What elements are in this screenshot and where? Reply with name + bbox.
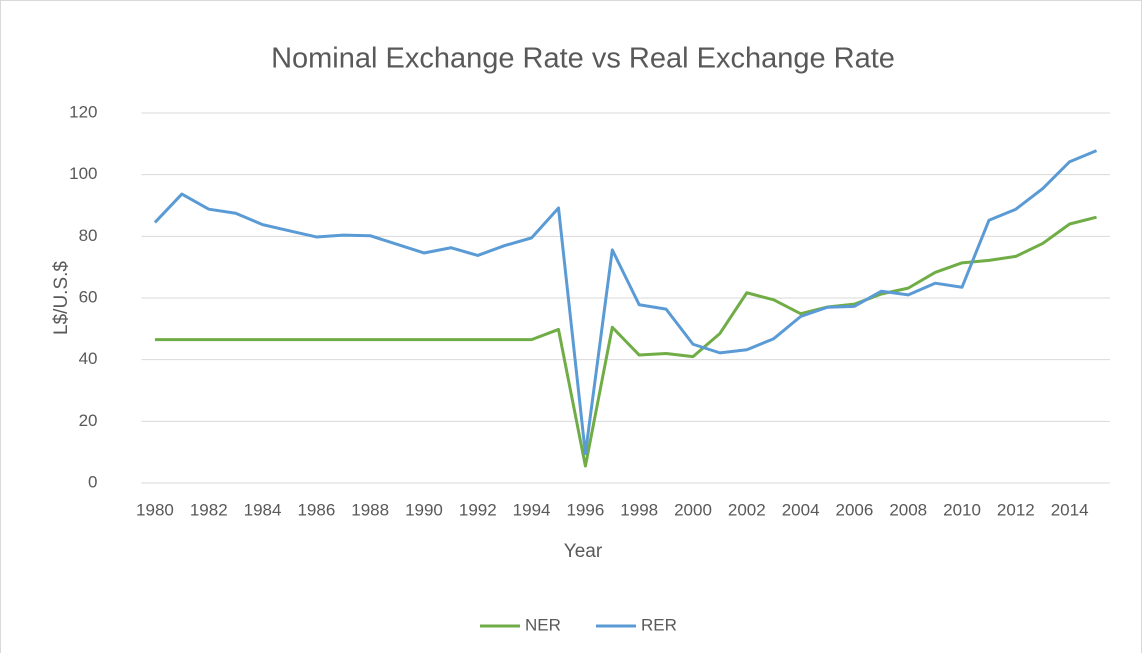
x-tick-label: 1992 — [459, 500, 497, 519]
x-tick-label: 1998 — [620, 500, 658, 519]
x-axis-title: Year — [564, 541, 603, 562]
series-line — [153, 149, 1098, 456]
series-line — [154, 215, 1097, 468]
y-tick-label: 60 — [79, 287, 98, 306]
y-tick-label: 0 — [88, 472, 97, 491]
x-tick-label: 1988 — [351, 500, 389, 519]
x-tick-label: 2006 — [836, 500, 874, 519]
x-tick-label: 2008 — [889, 500, 927, 519]
x-tick-label: 2012 — [997, 500, 1035, 519]
legend-label: NER — [525, 615, 561, 634]
x-tick-label: 1996 — [566, 500, 604, 519]
x-tick-label: 2010 — [943, 500, 981, 519]
y-axis-title: L$/U.S.$ — [51, 261, 72, 335]
x-tick-label: 2014 — [1051, 500, 1089, 519]
x-tick-label: 1994 — [513, 500, 551, 519]
y-tick-label: 40 — [79, 349, 98, 368]
y-tick-label: 100 — [69, 164, 97, 183]
x-tick-label: 1986 — [297, 500, 335, 519]
x-tick-label: 1980 — [136, 500, 174, 519]
chart-title: Nominal Exchange Rate vs Real Exchange R… — [271, 43, 895, 75]
x-tick-label: 2000 — [674, 500, 712, 519]
y-tick-label: 20 — [79, 411, 98, 430]
legend-label: RER — [641, 615, 677, 634]
x-tick-label: 2002 — [728, 500, 766, 519]
y-tick-label: 120 — [69, 102, 97, 121]
x-tick-label: 1990 — [405, 500, 443, 519]
x-tick-label: 2004 — [782, 500, 820, 519]
x-tick-label: 1982 — [190, 500, 228, 519]
x-tick-label: 1984 — [244, 500, 282, 519]
y-tick-label: 80 — [79, 226, 98, 245]
